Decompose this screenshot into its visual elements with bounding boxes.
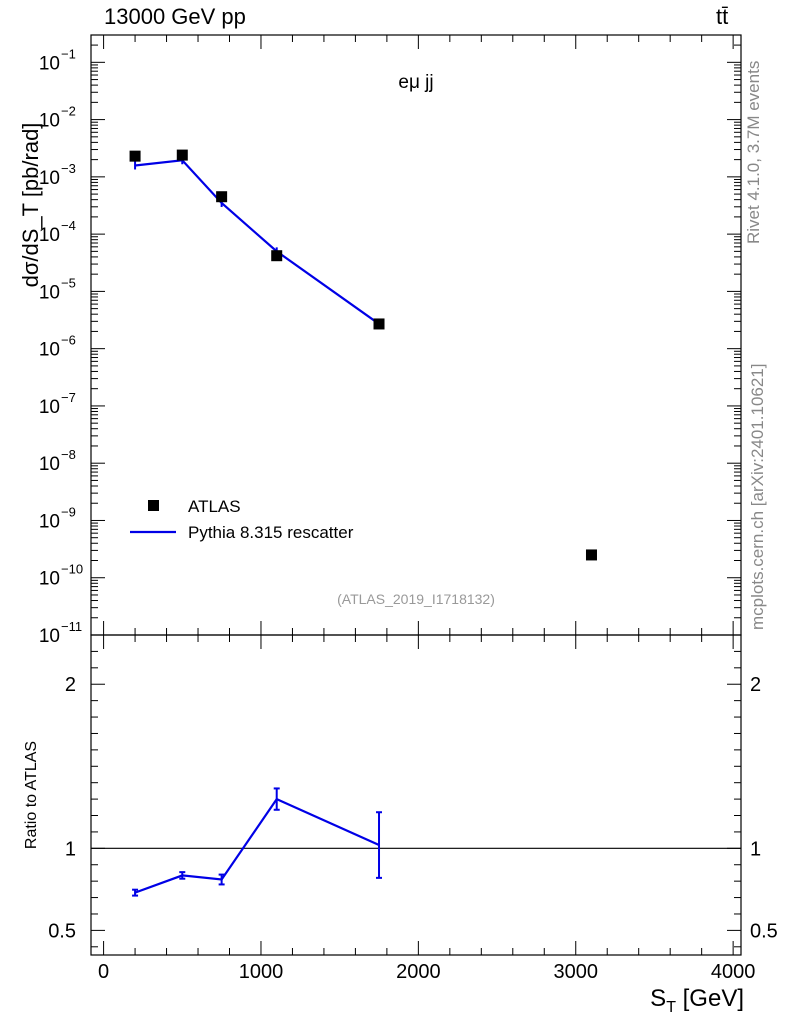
ratio-y-tick-label-right: 1 [750,838,761,860]
y-tick-label: 10 [39,511,60,532]
x-tick-label: 1000 [239,961,284,983]
analysis-watermark: (ATLAS_2019_I1718132) [337,591,495,607]
y-axis-label: dσ/dS_T [pb/rad] [18,123,43,288]
y-tick-label: 10 [39,225,60,246]
y-tick-label: 10 [39,111,60,132]
y-tick-label: 10 [39,397,60,418]
y-tick-label: 10 [39,168,60,189]
y-tick-exponent: −8 [61,447,76,462]
y-tick-exponent: −10 [61,562,83,577]
ratio-frame [90,634,742,956]
main-frame [90,34,742,636]
x-tick-label: 2000 [396,961,441,983]
x-axis-label: ST [GeV] [650,985,744,1016]
legend-atlas-marker [148,500,159,511]
y-tick-exponent: −4 [61,218,76,233]
atlas-data-point [176,149,188,161]
y-tick-exponent: −7 [61,390,76,405]
mc-series-line [134,159,380,325]
atlas-data-point [373,318,385,330]
ratio-y-tick-label-right: 2 [750,674,761,696]
ratio-y-axis-label: Ratio to ATLAS [23,741,40,849]
x-tick-label: 0 [98,961,109,983]
ratio-series-line [134,797,380,894]
y-tick-label: 10 [39,569,60,590]
y-tick-label: 10 [39,454,60,475]
y-tick-label: 10 [39,282,60,303]
y-tick-exponent: −3 [61,161,76,176]
ratio-y-tick-label: 2 [65,674,76,696]
y-tick-exponent: −2 [61,104,76,119]
y-tick-label: 10 [39,626,60,647]
atlas-data-point [271,250,283,262]
y-tick-label: 10 [39,53,60,74]
y-tick-exponent: −9 [61,504,76,519]
atlas-data-point [216,191,228,203]
x-tick-label: 3000 [553,961,598,983]
atlas-data-point [585,549,597,561]
main-plot-panel: 10−1110−1010−910−810−710−610−510−410−310… [18,34,742,647]
y-tick-exponent: −5 [61,275,76,290]
y-tick-exponent: −6 [61,333,76,348]
y-tick-exponent: −1 [61,46,76,61]
ratio-y-tick-label-right: 0.5 [750,920,778,942]
legend-atlas-label: ATLAS [188,497,241,516]
y-tick-label: 10 [39,340,60,361]
ratio-plot-panel: 0.5 0.5 1 1 2 2 Ratio to ATLAS 0 1000 2000 3000 400… [23,634,778,1016]
x-tick-label: 4000 [711,961,756,983]
ratio-y-tick-label: 1 [65,838,76,860]
ratio-y-tick-label: 0.5 [48,920,76,942]
energy-label: 13000 GeV pp [104,4,246,29]
process-label: tt̄ [716,4,729,29]
panel-title: eμ jj [398,72,433,93]
y-tick-exponent: −11 [61,619,82,634]
legend-mc-label: Pythia 8.315 rescatter [188,523,354,542]
atlas-data-point [129,150,141,162]
